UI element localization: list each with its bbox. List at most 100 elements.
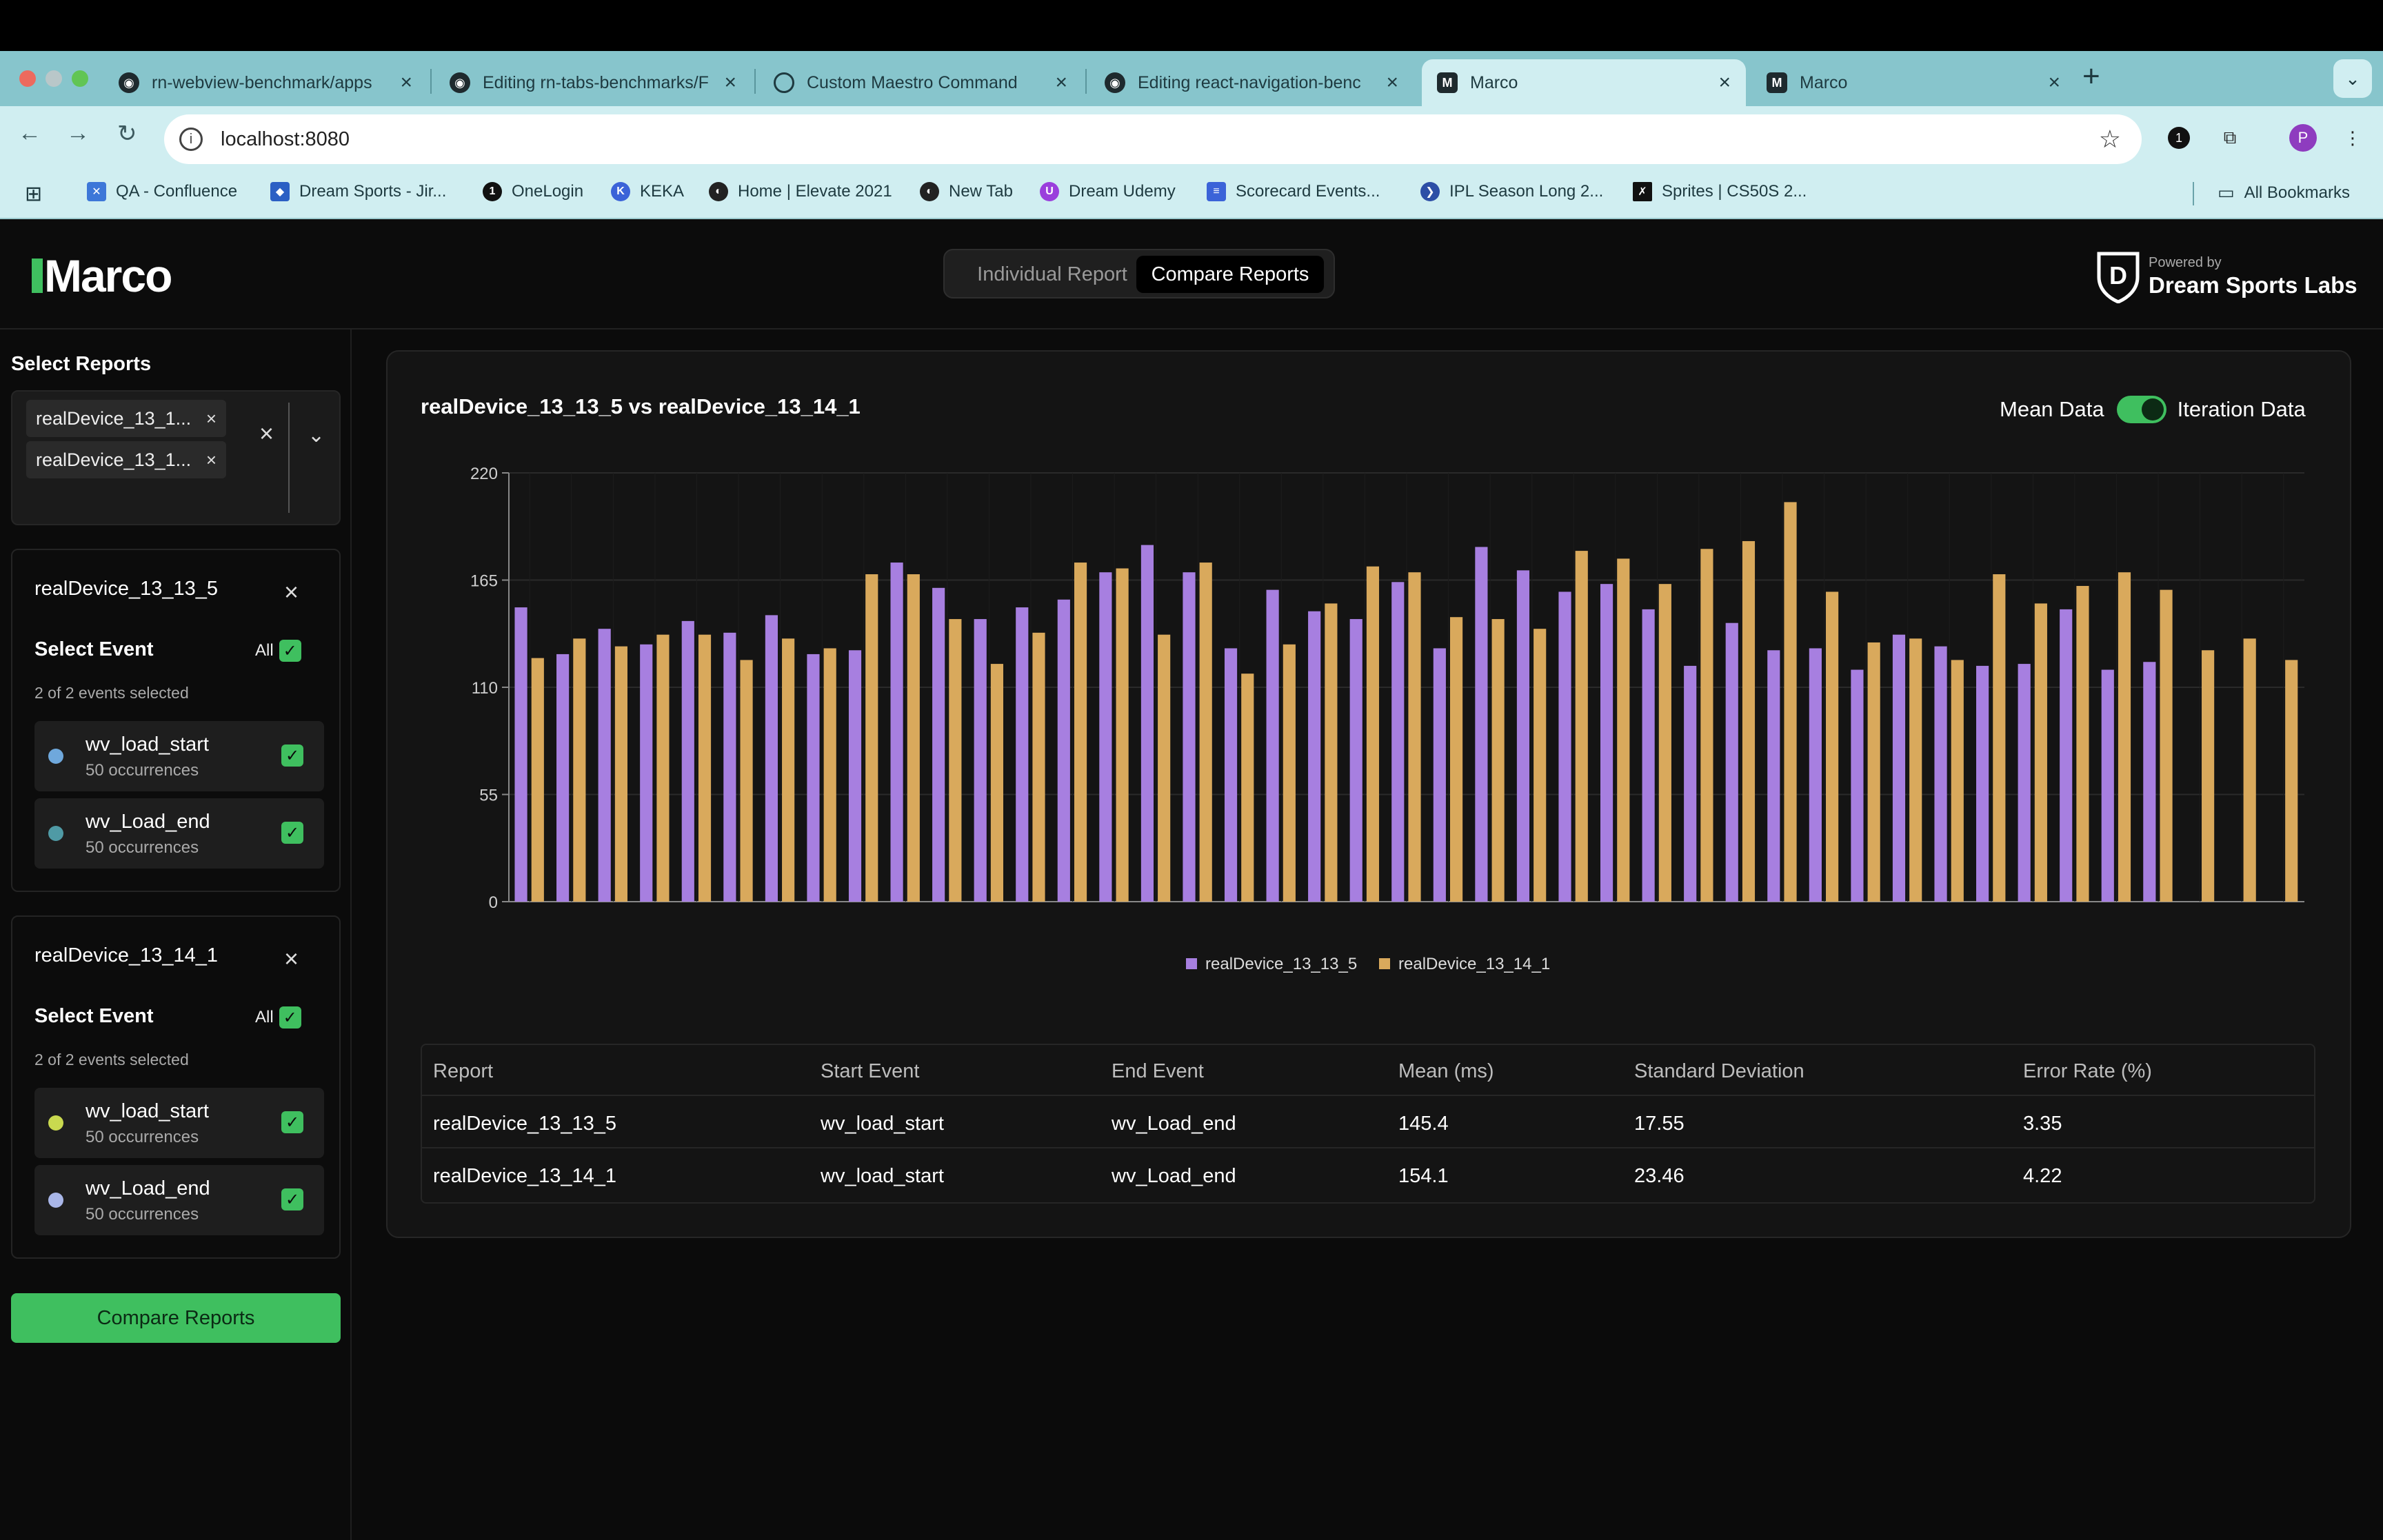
bar-realDevice_13_13_5 bbox=[1140, 545, 1154, 902]
reload-icon[interactable]: ↻ bbox=[117, 121, 137, 147]
event-item[interactable]: wv_Load_end 50 occurrences ✓ bbox=[34, 798, 324, 869]
select-event-label: Select Event bbox=[34, 1005, 154, 1027]
browser-tab[interactable]: ◉ rn-webview-benchmark/apps × bbox=[103, 59, 428, 106]
bookmark-item[interactable]: ✗ Sprites | CS50S 2... bbox=[1633, 182, 1807, 201]
bookmark-item[interactable]: K KEKA bbox=[611, 182, 684, 201]
bar-realDevice_13_14_1 bbox=[1241, 673, 1254, 902]
bar-realDevice_13_13_5 bbox=[2018, 664, 2031, 902]
forward-icon[interactable]: → bbox=[66, 120, 90, 146]
event-name: wv_load_start bbox=[86, 1100, 209, 1122]
close-icon[interactable]: × bbox=[724, 71, 736, 94]
column-header: End Event bbox=[1112, 1060, 1204, 1082]
close-icon[interactable]: × bbox=[400, 71, 412, 94]
bar-realDevice_13_13_5 bbox=[1266, 589, 1279, 902]
report-multiselect[interactable]: realDevice_13_1... × realDevice_13_1... … bbox=[11, 390, 341, 525]
minimize-window-button[interactable] bbox=[46, 70, 62, 87]
bar-realDevice_13_14_1 bbox=[1449, 617, 1463, 902]
selected-report-chip: realDevice_13_1... × bbox=[26, 400, 226, 437]
site-info-icon[interactable]: i bbox=[179, 128, 203, 151]
apps-grid-icon[interactable]: ⊞ bbox=[25, 183, 43, 205]
close-icon[interactable]: × bbox=[284, 578, 299, 606]
browser-tab[interactable]: Custom Maestro Command × bbox=[758, 59, 1083, 106]
bookmark-item[interactable]: ❯ IPL Season Long 2... bbox=[1420, 182, 1603, 201]
bar-realDevice_13_14_1 bbox=[1534, 629, 1547, 902]
bar-realDevice_13_14_1 bbox=[782, 638, 795, 902]
browser-menu-icon[interactable]: ⋮ bbox=[2344, 127, 2362, 148]
switch-knob bbox=[2141, 398, 2164, 421]
browser-tab[interactable]: ◉ Editing rn-tabs-benchmarks/F × bbox=[434, 59, 752, 106]
close-icon[interactable]: × bbox=[1718, 71, 1731, 94]
chevron-down-icon[interactable]: ⌄ bbox=[308, 424, 325, 447]
event-checkbox[interactable]: ✓ bbox=[281, 744, 303, 767]
event-item[interactable]: wv_load_start 50 occurrences ✓ bbox=[34, 721, 324, 791]
bookmark-item[interactable]: 1 OneLogin bbox=[483, 182, 583, 201]
event-checkbox[interactable]: ✓ bbox=[281, 1188, 303, 1210]
tab-search-button[interactable]: ⌄ bbox=[2333, 59, 2372, 98]
marco-logo[interactable]: Marco bbox=[32, 250, 172, 302]
zoom-window-button[interactable] bbox=[72, 70, 88, 87]
bar-realDevice_13_13_5 bbox=[1057, 599, 1070, 902]
event-item[interactable]: wv_Load_end 50 occurrences ✓ bbox=[34, 1165, 324, 1235]
close-icon[interactable]: × bbox=[1386, 71, 1398, 94]
bookmark-item[interactable]: ✕ QA - Confluence bbox=[87, 182, 237, 201]
bookmark-item[interactable]: ≡ Scorecard Events... bbox=[1207, 182, 1380, 201]
select-all-checkbox[interactable]: All ✓ bbox=[255, 1006, 301, 1029]
event-name: wv_Load_end bbox=[86, 811, 210, 833]
column-header: Report bbox=[433, 1060, 494, 1082]
close-window-button[interactable] bbox=[19, 70, 36, 87]
extensions-icon[interactable]: ⧉ bbox=[2223, 127, 2237, 148]
bar-realDevice_13_13_5 bbox=[556, 654, 570, 902]
tab-individual-report[interactable]: Individual Report bbox=[977, 263, 1127, 285]
bar-realDevice_13_14_1 bbox=[907, 574, 920, 902]
table-cell: wv_load_start bbox=[821, 1165, 944, 1187]
compare-reports-button[interactable]: Compare Reports bbox=[11, 1293, 341, 1343]
bar-realDevice_13_14_1 bbox=[1283, 644, 1296, 902]
browser-tab[interactable]: M Marco × bbox=[1751, 59, 2075, 106]
event-item[interactable]: wv_load_start 50 occurrences ✓ bbox=[34, 1088, 324, 1158]
mean-iteration-switch[interactable] bbox=[2116, 396, 2166, 423]
password-manager-icon[interactable]: 1 bbox=[2165, 124, 2193, 152]
bookmark-star-icon[interactable]: ☆ bbox=[2098, 125, 2121, 153]
bar-realDevice_13_14_1 bbox=[1909, 638, 1922, 902]
selected-report-chip: realDevice_13_1... × bbox=[26, 441, 226, 478]
bar-realDevice_13_14_1 bbox=[1366, 566, 1380, 902]
clear-selection-icon[interactable]: × bbox=[259, 419, 274, 447]
bookmark-item[interactable]: ◐ New Tab bbox=[920, 182, 1013, 201]
all-bookmarks-button[interactable]: ▭ All Bookmarks bbox=[2218, 182, 2350, 203]
stats-table: Report Start Event End Event Mean (ms) S… bbox=[421, 1044, 2315, 1204]
bookmark-item[interactable]: ◐ Home | Elevate 2021 bbox=[709, 182, 892, 201]
bar-realDevice_13_13_5 bbox=[640, 644, 653, 902]
event-checkbox[interactable]: ✓ bbox=[281, 1111, 303, 1133]
bar-realDevice_13_13_5 bbox=[1892, 634, 1906, 902]
check-icon: ✓ bbox=[279, 640, 301, 662]
remove-chip-icon[interactable]: × bbox=[205, 449, 217, 470]
bar-realDevice_13_13_5 bbox=[598, 629, 611, 902]
bar-realDevice_13_14_1 bbox=[1784, 502, 1797, 902]
bar-realDevice_13_13_5 bbox=[974, 619, 987, 902]
select-all-checkbox[interactable]: All ✓ bbox=[255, 640, 301, 662]
back-icon[interactable]: ← bbox=[18, 120, 41, 146]
event-name: wv_Load_end bbox=[86, 1177, 210, 1199]
browser-tab[interactable]: ◉ Editing react-navigation-benc × bbox=[1089, 59, 1414, 106]
logo-mark bbox=[32, 259, 43, 293]
new-tab-button[interactable]: + bbox=[2082, 59, 2100, 93]
report-card: realDevice_13_14_1 × Select Event All ✓ … bbox=[11, 915, 341, 1259]
bookmark-item[interactable]: ◆ Dream Sports - Jir... bbox=[270, 182, 446, 201]
toggle-left-label: Mean Data bbox=[2000, 397, 2104, 421]
remove-chip-icon[interactable]: × bbox=[205, 407, 217, 429]
profile-avatar[interactable]: P bbox=[2289, 124, 2317, 152]
event-checkbox[interactable]: ✓ bbox=[281, 822, 303, 844]
bar-realDevice_13_13_5 bbox=[807, 654, 820, 902]
bar-realDevice_13_14_1 bbox=[1575, 551, 1588, 902]
close-icon[interactable]: × bbox=[2048, 71, 2060, 94]
bar-realDevice_13_14_1 bbox=[698, 634, 712, 902]
tab-compare-reports[interactable]: Compare Reports bbox=[1136, 256, 1324, 293]
bookmark-item[interactable]: U Dream Udemy bbox=[1040, 182, 1176, 201]
event-color-dot bbox=[48, 749, 63, 764]
close-icon[interactable]: × bbox=[1055, 71, 1067, 94]
browser-tab-active[interactable]: M Marco × bbox=[1422, 59, 1746, 106]
close-icon[interactable]: × bbox=[284, 944, 299, 973]
event-occurrences: 50 occurrences bbox=[86, 838, 199, 857]
tab-divider bbox=[430, 69, 432, 94]
address-bar[interactable]: i localhost:8080 ☆ bbox=[164, 114, 2142, 164]
